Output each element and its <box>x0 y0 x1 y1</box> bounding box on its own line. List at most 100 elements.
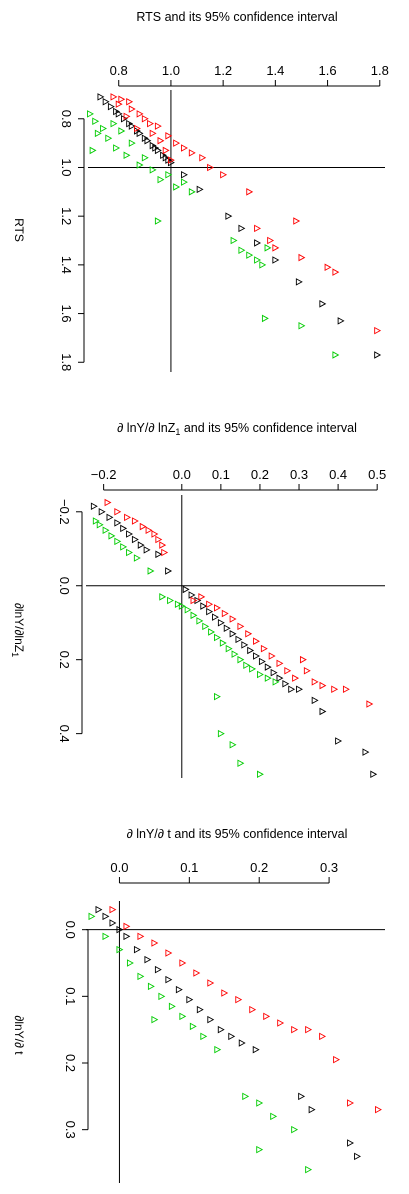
point-green <box>231 650 239 658</box>
point-red <box>157 136 165 145</box>
point-black <box>296 685 303 694</box>
y-tick-label: 0.0 <box>57 577 72 595</box>
point-red <box>141 115 149 123</box>
x-tick-label: 0.0 <box>110 860 128 875</box>
point-green <box>167 596 175 605</box>
point-red <box>333 1055 341 1064</box>
point-red <box>331 685 339 694</box>
point-black <box>212 613 219 621</box>
point-green <box>168 1002 176 1011</box>
point-green <box>256 770 264 779</box>
point-black <box>175 985 183 994</box>
point-green <box>102 526 110 535</box>
point-black <box>107 102 115 111</box>
panel-rts-x-axis: 0.8 1.0 1.2 1.4 1.6 1.8 <box>110 63 389 87</box>
point-green <box>157 175 165 184</box>
panel-rts-title: RTS and its 95% confidence interval <box>136 10 337 24</box>
point-red <box>260 644 268 653</box>
point-red <box>299 655 307 664</box>
point-black <box>270 668 278 677</box>
point-red <box>277 1019 285 1027</box>
point-red <box>199 153 207 162</box>
point-black <box>247 646 255 655</box>
point-black <box>241 641 249 649</box>
point-black <box>354 1152 361 1161</box>
point-black <box>196 185 204 194</box>
point-green <box>154 217 162 225</box>
y-tick-label: 1.6 <box>59 305 74 323</box>
point-black <box>136 129 144 138</box>
point-green <box>184 606 192 614</box>
panel-rts-y-label: RTS <box>12 218 26 242</box>
point-black <box>311 696 319 705</box>
point-black <box>116 925 124 934</box>
point-black <box>155 550 163 559</box>
point-red <box>319 681 327 690</box>
point-red <box>221 609 229 618</box>
point-green <box>181 178 188 186</box>
x-tick-label: 1.0 <box>162 63 180 78</box>
point-black <box>186 995 194 1004</box>
x-tick-label: 0.0 <box>173 467 191 482</box>
point-green <box>298 321 306 330</box>
x-tick-label: 0.2 <box>251 467 269 482</box>
panel-dlnz-y-label-main: ∂lnY/∂lnZ <box>12 603 26 652</box>
point-green <box>110 119 118 128</box>
point-green <box>159 593 167 601</box>
point-green <box>141 153 149 162</box>
x-tick-label: 0.3 <box>320 860 338 875</box>
point-black <box>254 239 262 247</box>
point-green <box>214 1045 222 1054</box>
point-red <box>272 244 280 252</box>
point-green <box>133 554 141 562</box>
x-tick-label: 1.2 <box>214 63 232 78</box>
point-black <box>144 955 152 964</box>
panel-dlnz-title-rest: and its 95% confidence interval <box>180 421 357 435</box>
point-black <box>90 502 98 511</box>
point-red <box>235 995 243 1004</box>
point-red <box>126 97 134 106</box>
x-tick-label: −0.2 <box>91 467 117 482</box>
point-black <box>337 317 345 325</box>
point-black <box>188 591 196 599</box>
point-green <box>200 1032 208 1041</box>
point-red <box>375 1105 382 1114</box>
point-red <box>159 541 167 549</box>
point-green <box>249 665 257 673</box>
point-red <box>324 263 332 272</box>
point-green <box>214 633 221 642</box>
point-green <box>151 1015 159 1024</box>
point-red <box>161 548 169 557</box>
point-black <box>154 965 162 974</box>
point-green <box>126 959 134 967</box>
point-red <box>137 932 145 941</box>
point-black <box>238 224 246 233</box>
y-tick-label: 0.0 <box>63 921 78 939</box>
point-red <box>221 989 229 997</box>
point-green <box>256 670 264 679</box>
panel-dlnz-y-axis: −0.2 0.0 0.2 0.4 <box>57 499 83 743</box>
point-red <box>124 513 132 522</box>
point-red <box>147 119 154 128</box>
x-tick-label: 0.8 <box>110 63 128 78</box>
point-red <box>179 959 187 967</box>
point-green <box>242 1092 250 1101</box>
panel-rts-points <box>87 90 385 372</box>
panel-rts-y-axis: 0.8 1.0 1.2 1.4 1.6 1.8 <box>59 110 85 371</box>
point-red <box>276 659 284 668</box>
point-red <box>162 146 170 155</box>
point-red <box>151 939 159 947</box>
y-tick-label: 1.8 <box>59 353 74 371</box>
x-tick-label: 1.4 <box>266 63 284 78</box>
point-red <box>366 700 374 708</box>
y-tick-label: 1.2 <box>59 207 74 225</box>
point-green <box>147 982 155 991</box>
panel-dlnz-x-axis: −0.2 0.0 0.1 0.2 0.3 0.4 0.5 <box>91 467 386 491</box>
point-green <box>96 520 104 529</box>
point-green <box>114 537 122 546</box>
point-green <box>264 244 272 252</box>
y-tick-label: 0.8 <box>59 110 74 128</box>
point-black <box>282 679 290 688</box>
x-tick-label: 0.5 <box>368 467 386 482</box>
